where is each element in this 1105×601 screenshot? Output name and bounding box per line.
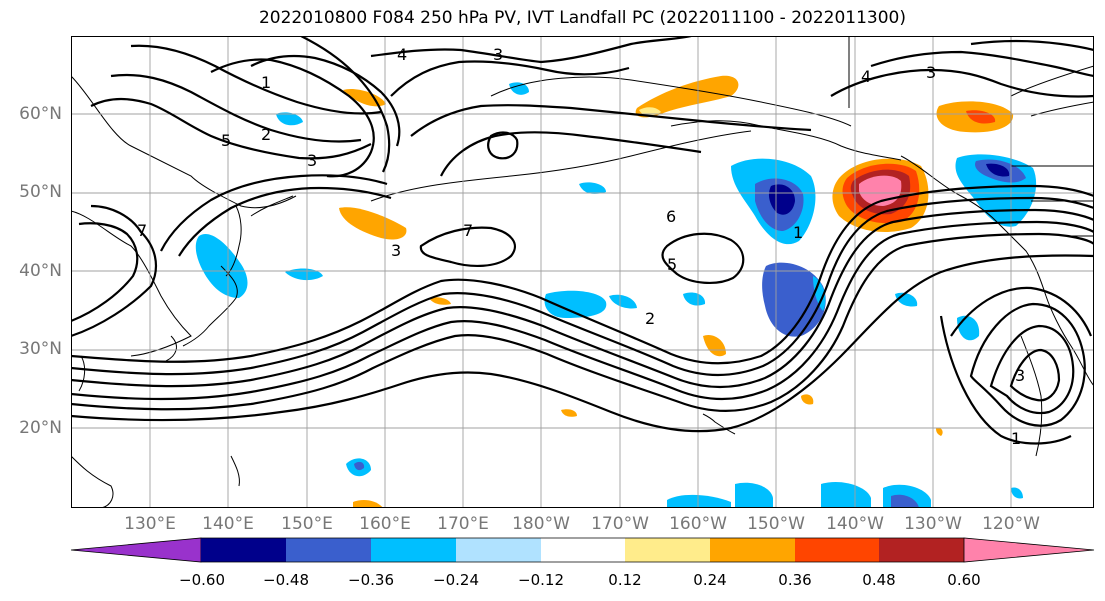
contour-label: 1 xyxy=(1011,429,1021,448)
negative-anomaly xyxy=(821,481,871,508)
negative-anomaly xyxy=(762,262,826,337)
lon-label: 160°W xyxy=(669,514,727,534)
gridlines xyxy=(71,36,1094,508)
contour-label: 1 xyxy=(793,223,803,242)
colorbar-extend-high xyxy=(963,537,1095,563)
contour-label: 4 xyxy=(861,67,871,86)
positive-anomaly xyxy=(339,207,407,240)
positive-anomaly xyxy=(801,394,814,405)
positive-anomaly xyxy=(703,334,726,357)
colorbar-segment xyxy=(286,538,371,562)
contour-label: 3 xyxy=(493,45,503,64)
lat-label: 50°N xyxy=(19,182,62,202)
colorbar-extend-low xyxy=(70,537,202,563)
colorbar-segment xyxy=(879,538,964,562)
positive-anomaly xyxy=(561,409,577,417)
lon-label: 140°E xyxy=(202,514,254,534)
negative-anomaly xyxy=(683,292,706,306)
negative-anomaly xyxy=(276,112,303,126)
negative-anomaly xyxy=(667,494,731,508)
colorbar-segment xyxy=(710,538,795,562)
map-frame xyxy=(71,36,1094,508)
colorbar-segment xyxy=(371,538,456,562)
colorbar-tick: 0.48 xyxy=(862,571,896,589)
pv-contours xyxy=(71,36,1094,445)
negative-anomaly xyxy=(579,182,606,194)
contour-label: 4 xyxy=(397,45,407,64)
lon-label: 170°E xyxy=(437,514,489,534)
negative-anomaly xyxy=(768,184,795,215)
negative-anomaly xyxy=(891,494,919,508)
colorbar xyxy=(70,537,1095,563)
contour-label: 3 xyxy=(926,63,936,82)
contour-label: 2 xyxy=(645,309,655,328)
colorbar-tick: −0.48 xyxy=(263,571,309,589)
contour-label: 6 xyxy=(666,207,676,226)
lon-label: 150°E xyxy=(281,514,333,534)
colorbar-segment xyxy=(541,538,625,562)
negative-anomaly xyxy=(544,290,607,318)
negative-anomaly xyxy=(735,482,773,508)
lon-label: 140°W xyxy=(826,514,884,534)
negative-anomaly xyxy=(354,461,365,471)
negative-anomaly xyxy=(813,276,826,311)
lon-label: 170°W xyxy=(591,514,649,534)
colorbar-segment xyxy=(795,538,879,562)
positive-anomaly xyxy=(635,75,739,118)
contour-label: 3 xyxy=(391,241,401,260)
colorbar-tick: −0.60 xyxy=(179,571,225,589)
colorbar-tick: −0.24 xyxy=(433,571,479,589)
colorbar-tick: 0.12 xyxy=(608,571,642,589)
colorbar-tick: 0.24 xyxy=(693,571,727,589)
lat-label: 40°N xyxy=(19,261,62,281)
lon-label: 180°W xyxy=(512,514,570,534)
positive-anomaly xyxy=(966,110,996,124)
positive-anomaly xyxy=(429,297,451,305)
contour-label: 5 xyxy=(221,131,231,150)
contour-label: 5 xyxy=(667,255,677,274)
lon-label: 120°W xyxy=(982,514,1040,534)
colorbar-tick: 0.60 xyxy=(947,571,981,589)
colorbar-tick: 0.36 xyxy=(778,571,812,589)
colorbar-tick: −0.36 xyxy=(348,571,394,589)
lat-label: 20°N xyxy=(19,418,62,438)
positive-anomaly xyxy=(639,107,661,116)
map-canvas: 1 2 3 4 5 6 7 3 4 3 7 6 5 2 3 1 3 1 xyxy=(71,36,1094,508)
contour-label: 1 xyxy=(261,73,271,92)
negative-anomaly xyxy=(609,294,637,309)
contour-label: 3 xyxy=(307,151,317,170)
lon-label: 150°W xyxy=(747,514,805,534)
contour-label: 3 xyxy=(1015,366,1025,385)
contour-label: 2 xyxy=(261,125,271,144)
negative-anomaly xyxy=(509,82,529,95)
positive-anomaly xyxy=(936,427,943,436)
colorbar-segment xyxy=(456,538,541,562)
lat-label: 30°N xyxy=(19,339,62,359)
anomaly-fills xyxy=(195,75,1037,508)
map-panel: 1 2 3 4 5 6 7 3 4 3 7 6 5 2 3 1 3 1 xyxy=(71,36,1094,508)
lon-label: 130°W xyxy=(904,514,962,534)
positive-anomaly xyxy=(353,500,383,508)
lat-label: 60°N xyxy=(19,104,62,124)
contour-labels: 1 2 3 4 5 6 7 3 4 3 7 6 5 2 3 1 3 1 xyxy=(137,45,1025,448)
lon-label: 160°E xyxy=(359,514,411,534)
contour-label: 7 xyxy=(137,221,147,240)
plot-title: 2022010800 F084 250 hPa PV, IVT Landfall… xyxy=(258,8,906,28)
colorbar-segment xyxy=(201,538,286,562)
colorbar-tick: −0.12 xyxy=(518,571,564,589)
negative-anomaly xyxy=(986,163,1010,177)
lon-label: 130°E xyxy=(124,514,176,534)
negative-anomaly xyxy=(1011,487,1023,499)
colorbar-segment xyxy=(625,538,710,562)
contour-label: 7 xyxy=(463,221,473,240)
